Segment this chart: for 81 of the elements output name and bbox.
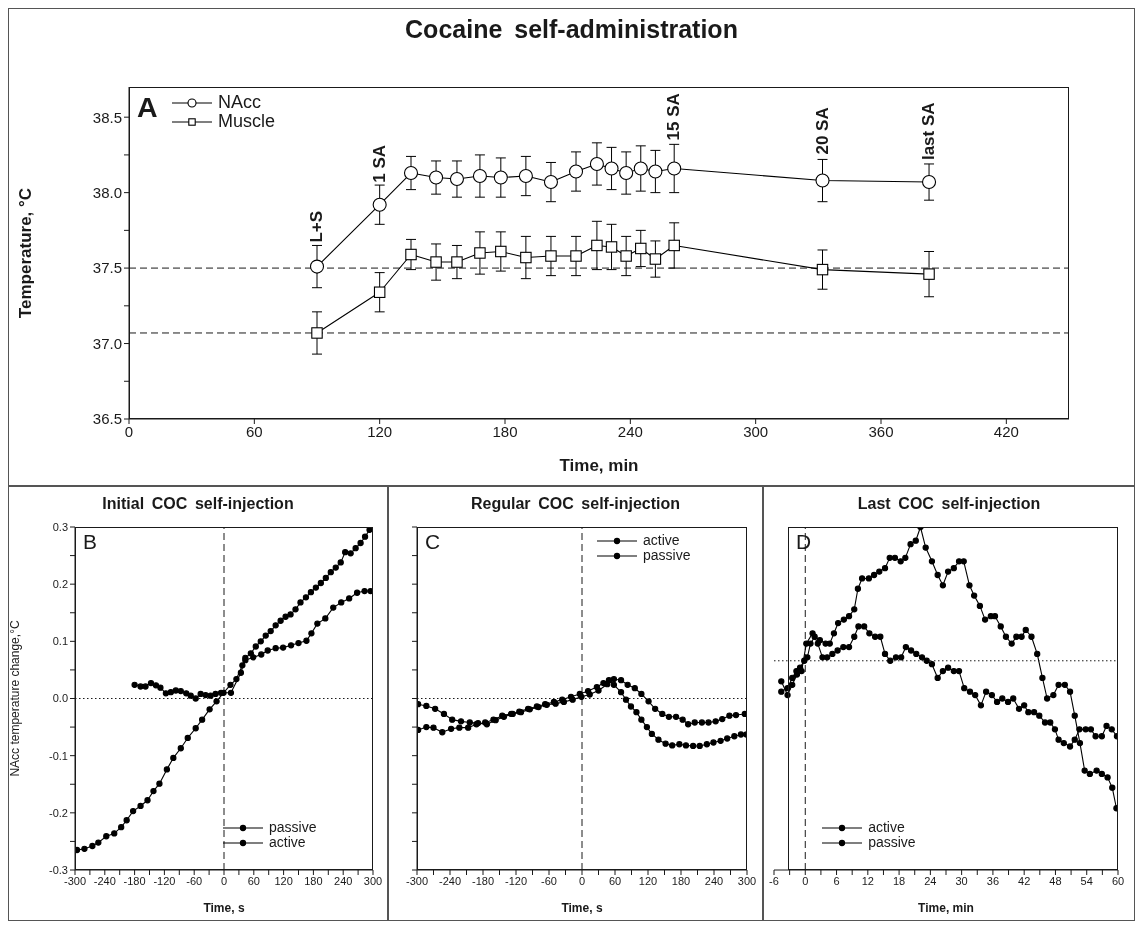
x-tick-label: 6	[833, 874, 840, 887]
y-tick-label: 0.0	[52, 692, 68, 705]
x-tick-label: -120	[153, 874, 176, 887]
annotation: 15 SA	[664, 93, 684, 141]
x-tick-label: -300	[63, 874, 87, 887]
x-tick-label: -180	[123, 874, 146, 887]
x-tick-label: 60	[247, 874, 260, 887]
x-tick-label: 420	[993, 422, 1019, 440]
annotation: 1 SA	[369, 144, 389, 183]
x-tick-label: 180	[671, 874, 691, 887]
x-tick-label: 240	[334, 874, 353, 887]
x-tick-label: -120	[504, 874, 528, 887]
x-tick-label: -60	[541, 874, 557, 887]
x-tick-label: 18	[892, 874, 906, 887]
x-tick-label: -6	[769, 874, 779, 887]
y-axis-title: Temperature, °C	[16, 187, 36, 319]
x-tick-label: 120	[638, 874, 658, 887]
chart-title: Initial COC self-injection	[101, 495, 295, 513]
y-tick-label: 0.3	[52, 520, 68, 533]
x-tick-label: 120	[274, 874, 293, 887]
chart-title: Last COC self-injection	[856, 495, 1042, 513]
annotation: B	[83, 530, 97, 553]
annotation: D	[796, 530, 812, 553]
x-tick-label: 300	[363, 874, 383, 887]
x-tick-label: -240	[438, 874, 462, 887]
annotation: C	[425, 530, 441, 553]
x-tick-label: 0	[220, 874, 228, 887]
legend-label: active	[269, 834, 306, 851]
x-tick-label: 12	[861, 874, 874, 887]
annotation: L+S	[307, 210, 326, 243]
annotation: A	[137, 91, 158, 123]
x-tick-label: -60	[186, 874, 203, 887]
y-axis-title: NAcc temperature change,°C	[8, 620, 23, 777]
x-tick-label: 240	[617, 422, 643, 440]
y-tick-label: 37.0	[92, 334, 122, 352]
x-tick-label: 300	[743, 422, 769, 440]
annotation: 20 SA	[812, 107, 832, 155]
legend-label: NAcc	[218, 92, 262, 113]
legend-label: passive	[643, 547, 691, 564]
chart-title: Cocaine self-administration	[404, 15, 739, 44]
x-tick-label: 0	[578, 874, 586, 887]
x-tick-label: 300	[737, 874, 757, 887]
x-tick-label: 360	[868, 422, 894, 440]
x-tick-label: 0	[124, 422, 134, 440]
x-tick-label: 36	[986, 874, 1000, 887]
x-tick-label: 48	[1049, 874, 1062, 887]
x-tick-label: 42	[1018, 874, 1031, 887]
y-tick-label: 0.1	[52, 635, 68, 648]
x-axis-title: Time, s	[561, 901, 603, 915]
x-tick-label: 240	[704, 874, 724, 887]
legend-label: active	[868, 819, 905, 836]
x-tick-label: 180	[304, 874, 323, 887]
x-tick-label: -300	[405, 874, 429, 887]
legend-label: active	[643, 532, 680, 549]
x-tick-label: -240	[93, 874, 116, 887]
x-tick-label: -180	[471, 874, 495, 887]
y-tick-label: 0.2	[52, 578, 68, 591]
x-tick-label: 0	[802, 874, 809, 887]
y-tick-label: -0.1	[49, 749, 68, 762]
y-tick-label: 38.5	[92, 108, 122, 126]
x-axis-title: Time, min	[559, 456, 639, 475]
x-tick-label: 30	[955, 874, 968, 887]
x-tick-label: 60	[245, 422, 263, 440]
x-tick-label: 24	[924, 874, 937, 887]
y-tick-label: 38.0	[92, 183, 122, 201]
annotation: last SA	[919, 102, 939, 161]
y-tick-label: -0.2	[49, 806, 68, 819]
x-tick-label: 60	[608, 874, 622, 887]
x-tick-label: 120	[367, 422, 393, 440]
legend-label: passive	[269, 819, 317, 836]
x-tick-label: 180	[492, 422, 518, 440]
y-tick-label: 37.5	[92, 259, 122, 277]
y-tick-label: -0.3	[49, 863, 68, 876]
x-axis-title: Time, s	[203, 901, 245, 915]
x-tick-label: 60	[1111, 874, 1125, 887]
legend-label: Muscle	[218, 111, 276, 132]
y-tick-label: 36.5	[92, 410, 122, 428]
legend-label: passive	[868, 834, 916, 851]
chart-title: Regular COC self-injection	[469, 495, 682, 513]
x-tick-label: 54	[1080, 874, 1093, 887]
x-axis-title: Time, min	[918, 901, 974, 915]
